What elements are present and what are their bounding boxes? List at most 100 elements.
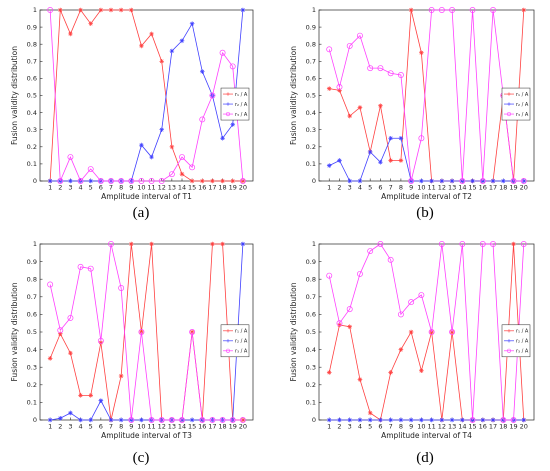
legend-label-3: r₃ / A (516, 349, 529, 355)
data-point (169, 144, 175, 150)
legend-box (501, 324, 531, 358)
data-point (97, 178, 104, 184)
data-point (336, 83, 343, 90)
data-point (429, 178, 434, 184)
data-point (388, 417, 393, 423)
data-point (88, 417, 94, 423)
x-tick-label: 6 (378, 184, 382, 192)
x-tick-label: 14 (458, 423, 466, 431)
data-point (378, 103, 383, 109)
data-point (408, 178, 415, 184)
data-point (57, 331, 63, 337)
data-point (500, 178, 506, 184)
data-point (387, 256, 394, 263)
y-tick-label: 0.4 (27, 346, 37, 354)
data-point (479, 241, 486, 247)
data-point (438, 241, 445, 247)
x-tick-label: 3 (348, 423, 352, 431)
data-point (346, 42, 353, 49)
data-point (138, 178, 145, 184)
y-tick-label: 0.9 (306, 23, 316, 31)
data-point (67, 314, 74, 321)
data-point (326, 370, 332, 375)
x-tick-label: 4 (79, 423, 83, 431)
data-point (118, 417, 124, 423)
legend-marker (226, 92, 230, 96)
data-point (397, 311, 404, 318)
panel-caption: (a) (133, 205, 150, 221)
data-point (419, 368, 424, 374)
x-tick-label: 10 (137, 423, 145, 431)
data-point (337, 322, 342, 328)
x-tick-label: 1 (327, 184, 331, 192)
data-point (326, 417, 332, 423)
data-point (87, 265, 94, 272)
data-point (139, 43, 144, 49)
data-point (510, 417, 517, 423)
data-point (128, 178, 135, 184)
data-point (189, 417, 195, 423)
legend-label-3: r₃ / A (235, 349, 248, 355)
x-axis-label: Amplitude interval of T1 (101, 192, 192, 201)
y-tick-label: 0.7 (27, 58, 37, 66)
data-point (209, 417, 216, 423)
x-tick-label: 19 (509, 423, 517, 431)
chart-panel-4: 00.10.20.30.40.50.60.70.80.911 2 3 4 5 6 7 8 9 10… (289, 240, 535, 440)
y-tick-label: 0.6 (27, 75, 37, 83)
data-point (219, 417, 226, 423)
data-point (357, 270, 363, 277)
x-tick-label: 5 (368, 184, 372, 192)
y-tick-label: 0 (33, 177, 37, 185)
data-point (239, 178, 246, 184)
y-tick-label: 0.2 (306, 381, 316, 389)
y-tick-label: 0 (312, 177, 316, 185)
data-point (326, 46, 333, 53)
x-tick-label: 9 (129, 423, 133, 431)
data-point (520, 241, 527, 247)
x-tick-label: 16 (198, 184, 206, 192)
data-point (139, 417, 144, 423)
series-line-1 (329, 9, 525, 182)
data-point (138, 329, 145, 335)
panel-caption: (d) (416, 450, 434, 466)
y-tick-label: 0.9 (27, 258, 37, 266)
data-point (149, 31, 154, 37)
data-point (108, 7, 114, 13)
data-point (398, 347, 404, 352)
x-tick-label: 4 (358, 184, 362, 192)
x-tick-label: 19 (229, 184, 237, 192)
x-tick-label: 5 (89, 423, 93, 431)
legend-label-3: r₃ / A (516, 112, 529, 118)
x-tick-label: 16 (198, 423, 206, 431)
data-point (68, 350, 73, 356)
data-point (47, 356, 53, 361)
data-point (337, 158, 342, 163)
y-tick-label: 0.4 (306, 346, 316, 354)
data-point (459, 178, 466, 184)
y-tick-label: 0.3 (306, 363, 316, 371)
data-point (128, 417, 135, 423)
data-point (520, 178, 527, 184)
legend-marker (506, 348, 512, 353)
data-point (377, 65, 384, 72)
series-line-2 (329, 137, 524, 182)
data-point (378, 159, 383, 165)
data-point (179, 38, 185, 44)
data-point (347, 324, 353, 330)
data-point (337, 88, 342, 93)
x-tick-label: 1 (327, 423, 331, 431)
x-tick-label: 13 (168, 184, 176, 192)
data-point (229, 417, 236, 423)
series-line-2 (50, 243, 244, 421)
y-tick-label: 0.2 (306, 143, 316, 151)
x-tick-label: 14 (178, 184, 186, 192)
data-point (346, 306, 353, 313)
x-tick-label: 4 (79, 184, 83, 192)
data-point (428, 329, 435, 335)
x-tick-label: 5 (368, 423, 372, 431)
legend-marker (507, 92, 511, 96)
data-point (220, 241, 225, 247)
x-tick-label: 8 (399, 423, 403, 431)
data-point (57, 415, 63, 421)
data-point (357, 178, 363, 184)
